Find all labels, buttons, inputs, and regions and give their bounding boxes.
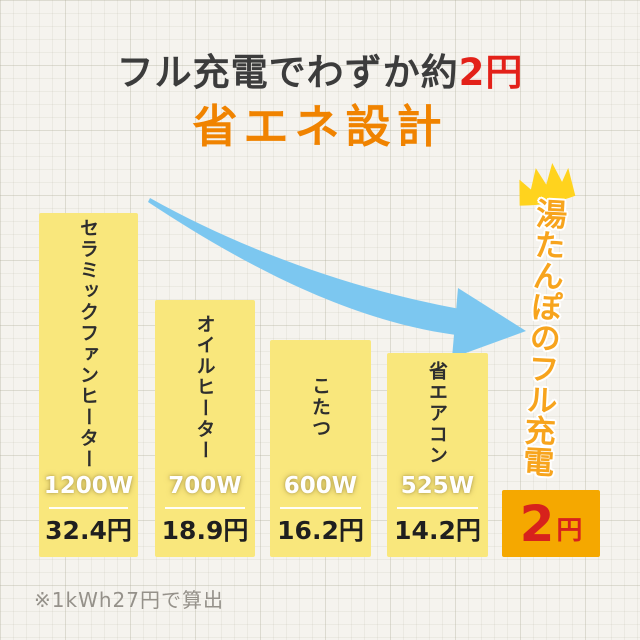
page-subtitle: 省エネ設計 (192, 100, 448, 153)
bar-divider (165, 506, 245, 509)
bar-cost-label: 18.9円 (161, 515, 249, 545)
bar-label-area: こたつ (307, 340, 334, 474)
bar-oil-heater: オイルヒーター 700W 18.9円 (155, 300, 255, 557)
bar-category-label: こたつ (309, 375, 331, 439)
bar-category-label: オイルヒーター (193, 313, 216, 461)
footnote: ※1kWh27円で算出 (34, 588, 224, 612)
bar-cost-label: 16.2円 (277, 515, 364, 545)
title-prefix: フル充電でわずか約 (116, 51, 459, 94)
winner-price-unit: 円 (556, 515, 583, 546)
bar-divider (280, 506, 361, 509)
bar-ceramic-fan-heater: セラミックファンヒーター 1200W 32.4円 (39, 213, 138, 557)
winner-price-value: 2 (519, 494, 555, 553)
bar-energy-saving-aircon: 省エアコン 525W 14.2円 (387, 353, 488, 557)
bar-category-label: 省エアコン (426, 361, 448, 467)
bar-wattage-label: 700W (168, 473, 242, 500)
bar-wattage-label: 600W (283, 473, 358, 500)
downward-trend-arrow-icon (148, 198, 526, 358)
bar-label-area: 省エアコン (424, 353, 451, 474)
crown-icon (519, 163, 576, 206)
bar-kotatsu: こたつ 600W 16.2円 (270, 340, 371, 557)
bar-label-area: オイルヒーター (192, 300, 219, 474)
title-highlight: 2円 (458, 51, 524, 94)
bar-divider (48, 506, 129, 509)
bar-category-label: セラミックファンヒーター (77, 217, 99, 470)
page-title: フル充電でわずか約2円 (0, 42, 640, 96)
bar-cost-label: 32.4円 (45, 515, 132, 545)
bar-divider (397, 506, 478, 509)
bar-wattage-label: 1200W (43, 473, 134, 500)
bar-cost-label: 14.2円 (394, 515, 481, 545)
bar-wattage-label: 525W (400, 473, 475, 500)
bar-label-area: セラミックファンヒーター (75, 213, 102, 474)
